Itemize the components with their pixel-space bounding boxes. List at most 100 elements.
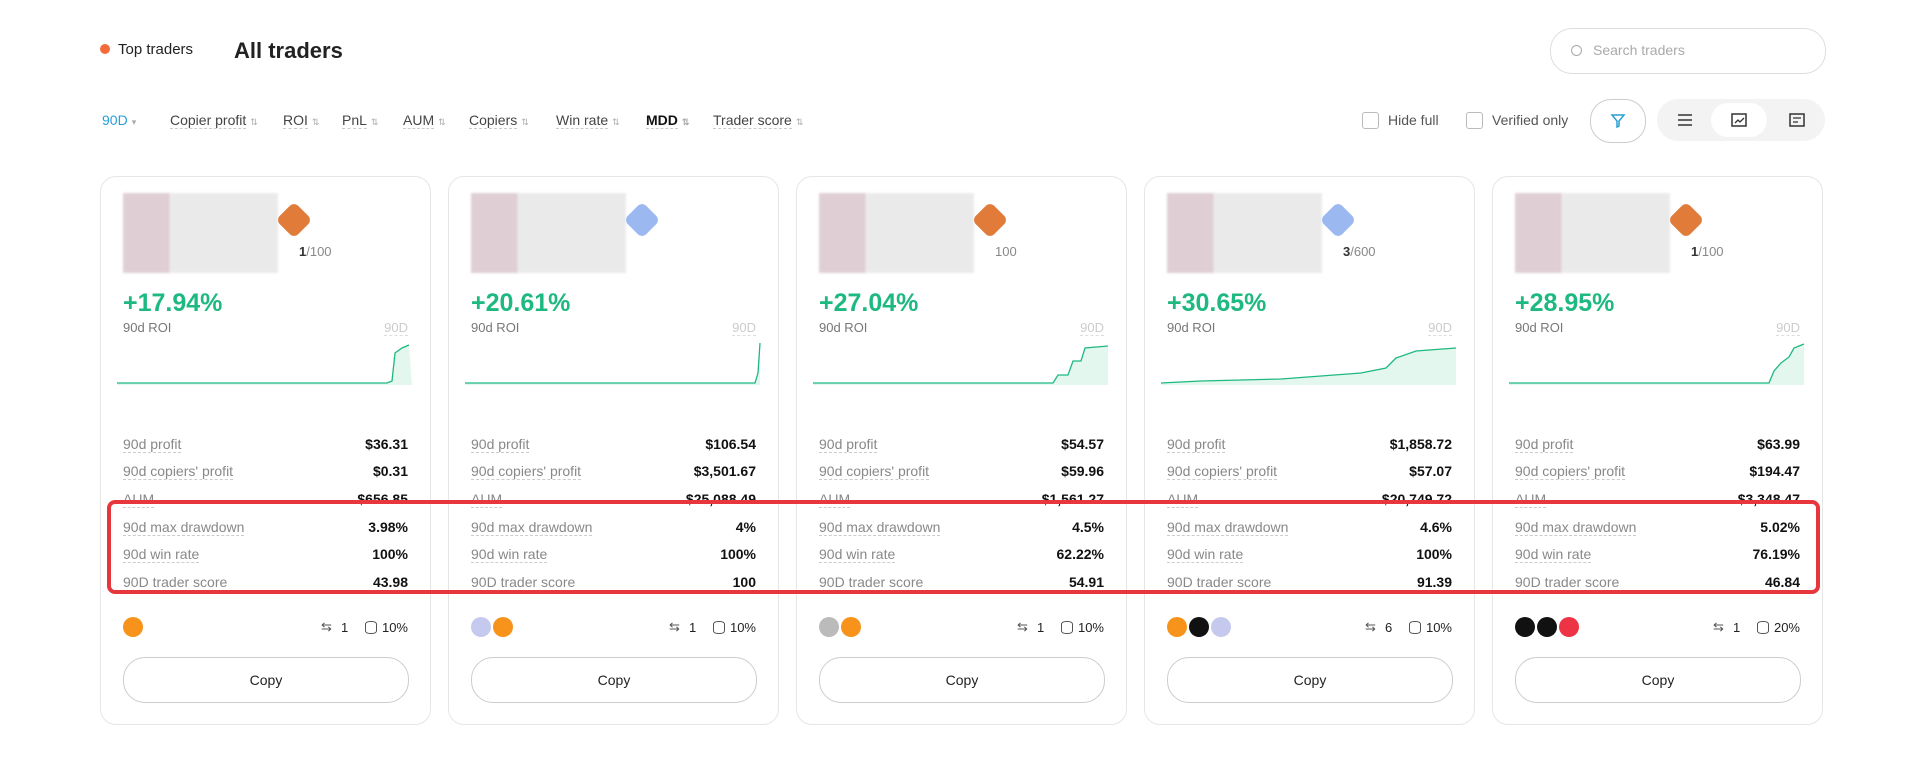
trader-card[interactable]: 1/100 +28.95% 90d ROI 90D 90d profit $63.99 90…	[1492, 176, 1823, 725]
search-icon	[1571, 45, 1582, 56]
ratio-icon	[1061, 621, 1073, 634]
filter-label: ROI	[283, 112, 308, 129]
stat-value: $1,858.72	[1389, 436, 1452, 452]
sort-filter[interactable]: Trader score ⇅	[713, 112, 803, 129]
stat-label: 90d win rate	[471, 546, 548, 563]
coin-icon	[819, 617, 839, 637]
stat-label: 90d copiers' profit	[471, 463, 582, 480]
stat-label: 90d win rate	[1167, 546, 1244, 563]
roi-label: 90d ROI	[1167, 320, 1216, 335]
ratio: 10%	[1077, 620, 1104, 635]
chart-icon	[1731, 113, 1747, 127]
brand-icon	[100, 44, 110, 54]
period: 90D	[1776, 320, 1800, 336]
sort-arrow: ⇅	[311, 117, 320, 127]
search-box[interactable]: Search traders	[1550, 28, 1826, 74]
stat-value: $59.96	[1061, 463, 1104, 479]
copier-count: 1/100	[1691, 244, 1724, 259]
stat-value: 46.84	[1764, 574, 1800, 590]
toggle-label: Verified only	[1492, 112, 1569, 128]
sort-filter[interactable]: MDD ⇅	[646, 112, 689, 129]
sort-filter[interactable]: AUM ⇅	[403, 112, 446, 129]
filter-label: 90D	[102, 112, 128, 128]
trader-card[interactable]: 1/100 +17.94% 90d ROI 90D 90d profit $36.31 90…	[100, 176, 431, 725]
view-switch	[1657, 99, 1825, 141]
stat-label: 90d win rate	[819, 546, 896, 563]
copy-count: 1	[341, 620, 349, 635]
copy-button[interactable]: Copy	[471, 657, 757, 703]
stat-label: 90d copiers' profit	[1167, 463, 1278, 480]
stat-value: 4%	[735, 519, 756, 535]
copy-button[interactable]: Copy	[1167, 657, 1453, 703]
filter-icon	[1610, 114, 1626, 129]
roi-label: 90d ROI	[819, 320, 868, 335]
coin-icon	[493, 617, 513, 637]
stat-value: $57.07	[1409, 463, 1452, 479]
sort-arrow: ⇅	[612, 117, 620, 127]
coin-icon	[1167, 617, 1187, 637]
coin-icon	[1559, 617, 1579, 637]
roi: +17.94%	[123, 289, 223, 317]
filter-label: MDD	[646, 112, 678, 129]
sort-arrow: ▾	[131, 117, 137, 127]
copiers: 3	[1343, 244, 1351, 259]
rank-badge	[275, 201, 313, 239]
trader-card[interactable]: 3/600 +30.65% 90d ROI 90D 90d profit $1,858.7…	[1144, 176, 1475, 725]
rank-badge	[971, 201, 1009, 239]
checkbox[interactable]	[1466, 112, 1483, 129]
coin-icon	[841, 617, 861, 637]
ratio: 10%	[381, 620, 408, 635]
highlight-box	[107, 500, 1820, 594]
stat-label: 90d copiers' profit	[123, 463, 234, 480]
stat-value: $36.31	[365, 436, 408, 452]
sort-filter[interactable]: PnL ⇅	[342, 112, 378, 129]
stat-label: 90d profit	[1515, 436, 1574, 453]
stat-value: 100%	[720, 546, 756, 562]
period: 90D	[1080, 320, 1104, 336]
stat-label: 90d copiers' profit	[1515, 463, 1626, 480]
filter-label: AUM	[403, 112, 435, 129]
coin-icon	[1211, 617, 1231, 637]
avatar-blur	[1515, 193, 1670, 273]
filter-button[interactable]	[1590, 99, 1646, 143]
copy-button[interactable]: Copy	[819, 657, 1105, 703]
copy-icon: ⇆	[321, 619, 332, 634]
copiers: 1	[299, 244, 307, 259]
copy-icon: ⇆	[1017, 619, 1028, 634]
stat-value: $54.57	[1061, 436, 1104, 452]
copiers: 1	[1691, 244, 1699, 259]
trader-card[interactable]: 100 +27.04% 90d ROI 90D 90d profit $54.57 90d …	[796, 176, 1127, 725]
stat-label: 90d win rate	[123, 546, 200, 563]
stat-label: 90d profit	[819, 436, 878, 453]
checkbox[interactable]	[1362, 112, 1379, 129]
coin-icon	[1515, 617, 1535, 637]
period: 90D	[732, 320, 756, 336]
sort-filter[interactable]: Win rate ⇅	[556, 112, 620, 129]
copy-button[interactable]: Copy	[1515, 657, 1801, 703]
copy-icon: ⇆	[669, 619, 680, 634]
stat-value: 91.39	[1416, 574, 1452, 590]
stat-value: 4.6%	[1420, 519, 1452, 535]
stat-value: 100	[732, 574, 756, 590]
ratio: 20%	[1773, 620, 1800, 635]
copy-count: 1	[689, 620, 697, 635]
sort-filter[interactable]: Copiers ⇅	[469, 112, 529, 129]
avatar-blur	[471, 193, 626, 273]
stat-value: $194.47	[1749, 463, 1800, 479]
chart-view[interactable]	[1711, 103, 1767, 137]
filter-label: PnL	[342, 112, 367, 129]
stat-label: 90d max drawdown	[819, 519, 941, 536]
period: 90D	[1428, 320, 1452, 336]
stat-value: 43.98	[372, 574, 408, 590]
trader-card[interactable]: +20.61% 90d ROI 90D 90d profit $106.54 90d co…	[448, 176, 779, 725]
detail-view[interactable]	[1789, 113, 1805, 127]
copy-button[interactable]: Copy	[123, 657, 409, 703]
sort-filter[interactable]: ROI ⇅	[283, 112, 320, 129]
sort-filter[interactable]: 90D ▾	[102, 112, 136, 128]
brand[interactable]: Top traders	[118, 41, 194, 58]
filter-label: Trader score	[713, 112, 792, 129]
list-view[interactable]	[1677, 113, 1693, 127]
sort-filter[interactable]: Copier profit ⇅	[170, 112, 258, 129]
toggle-label: Hide full	[1388, 112, 1439, 128]
